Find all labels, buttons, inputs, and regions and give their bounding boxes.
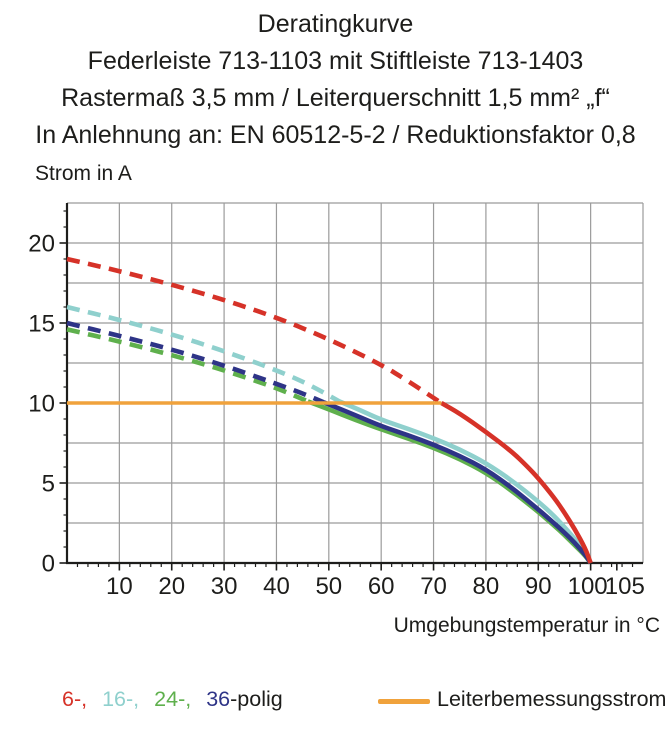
x-tick-label: 20 <box>158 573 185 600</box>
curve-solid-36-polig <box>322 400 593 565</box>
curve-dashed-24-polig <box>66 327 309 404</box>
chart-subtitle-2: Rastermaß 3,5 mm / Leiterquerschnitt 1,5… <box>61 84 610 112</box>
legend-item: -polig <box>230 687 283 711</box>
legend-item: 16-, <box>102 687 140 711</box>
curve-solid-16-polig <box>338 399 593 565</box>
curve-dashed-16-polig <box>66 304 341 404</box>
curve-dashed-6-polig <box>66 256 443 405</box>
y-tick-label: 0 <box>42 551 55 578</box>
y-tick-label: 10 <box>28 391 55 418</box>
x-tick-label: 60 <box>368 573 395 600</box>
x-tick-label: 30 <box>211 573 238 600</box>
x-tick-label: 10 <box>106 573 133 600</box>
chart-subtitle-1: Federleiste 713-1103 mit Stiftleiste 713… <box>87 47 584 75</box>
chart-subtitle-3: In Anlehnung an: EN 60512-5-2 / Reduktio… <box>35 121 636 149</box>
legend-item: 36 <box>206 687 231 711</box>
y-axis-title: Strom in A <box>35 162 132 185</box>
curve-solid-24-polig <box>307 399 593 565</box>
rated-current-label: Leiterbemessungsstrom <box>437 687 667 711</box>
legend-pole-counts: 6-, 16-, 24-, 36-polig <box>62 687 283 712</box>
x-tick-label: 90 <box>525 573 552 600</box>
curve-solid-6-polig <box>440 400 593 564</box>
x-tick-label: 40 <box>263 573 290 600</box>
y-tick-label: 20 <box>28 231 55 258</box>
x-tick-label: 105 <box>605 573 645 600</box>
chart-title-block: Deratingkurve Federleiste 713-1103 mit S… <box>0 6 671 154</box>
curve-dashed-36-polig <box>66 320 325 405</box>
x-axis-title: Umgebungstemperatur in °C <box>393 614 660 637</box>
y-tick-label: 15 <box>28 311 55 338</box>
x-tick-label: 80 <box>473 573 500 600</box>
x-tick-label: 50 <box>315 573 342 600</box>
y-tick-label: 5 <box>42 471 55 498</box>
legend-item: 6-, <box>62 687 88 711</box>
x-tick-label: 70 <box>420 573 447 600</box>
rated-current-swatch <box>378 699 430 704</box>
x-tick-label: 100 <box>568 573 608 600</box>
legend-item: 24-, <box>154 687 192 711</box>
chart-title: Deratingkurve <box>257 10 414 38</box>
